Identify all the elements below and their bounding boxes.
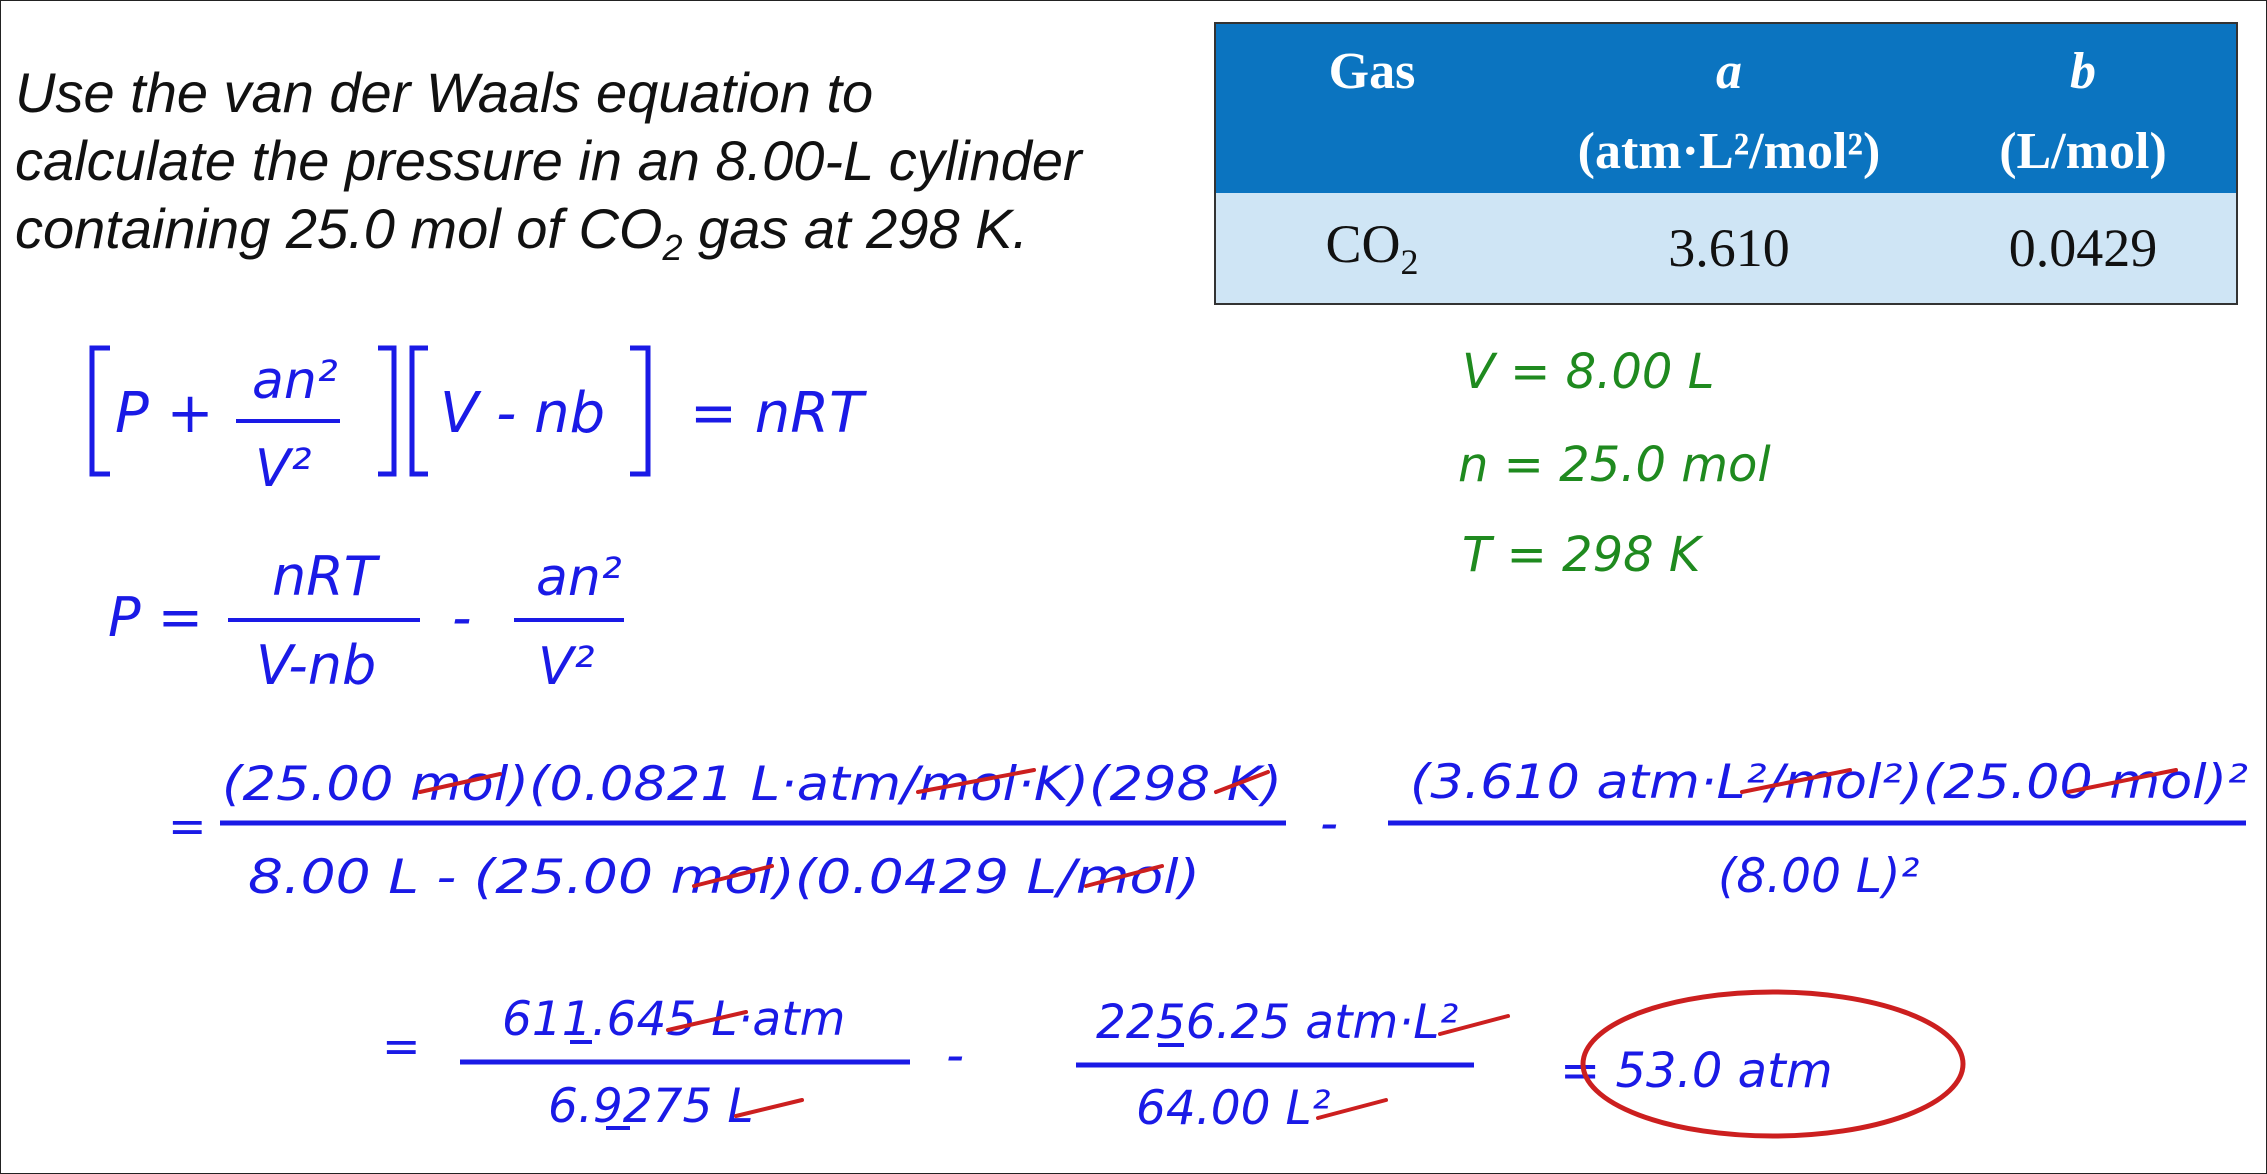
rearranged-equation: P = nRT V-nb - an² V²: [108, 545, 624, 697]
left-bracket-2: [409, 345, 428, 477]
header-b: b (L/mol): [1930, 23, 2237, 193]
numerator-1: (25.00 mol)(0.0821 L·atm/mol·K)(298 K): [222, 757, 1282, 812]
given-values: V = 8.00 L n = 25.0 mol T = 298 K: [1458, 344, 1771, 583]
header-gas: Gas: [1215, 23, 1528, 193]
P-equals: P =: [108, 586, 203, 649]
cancel-mol-K: [916, 768, 1036, 794]
denominator-2: (8.00 L)²: [1718, 849, 1919, 904]
table-row: CO2 3.610 0.0429: [1215, 193, 2237, 304]
vdw-equation: P + an² V² V - nb = nRT: [89, 345, 867, 499]
V-minus-nb: V - nb: [440, 381, 605, 446]
final-result: = 53.0 atm: [1560, 1043, 1833, 1099]
equals-1: =: [168, 799, 207, 853]
cancel-L-2: [734, 1098, 804, 1118]
cancel-L-1: [666, 1010, 748, 1032]
evaluation-step: = 611.645 L·atm 6.9275 L - 2256.25 atm·L…: [382, 992, 1833, 1136]
left-bracket-1: [89, 345, 110, 477]
cell-a: 3.610: [1528, 193, 1930, 304]
van-der-waals-constants-table: Gas a (atm·L²/mol²) b (L/mol) CO2 3.610 0.…: [1214, 22, 2238, 305]
V2-denominator: V²: [255, 439, 312, 499]
an2-numerator-2: an²: [536, 548, 622, 608]
minus-2: -: [946, 1026, 964, 1084]
V2-denominator-2: V²: [538, 637, 595, 697]
given-V: V = 8.00 L: [1462, 344, 1714, 400]
denominator-4: 64.00 L²: [1136, 1081, 1331, 1136]
problem-line-3: containing 25.0 mol of CO2 gas at 298 K.: [15, 197, 1029, 269]
cancel-mol-3: [1084, 864, 1164, 888]
nRT-numerator: nRT: [272, 545, 381, 608]
given-n: n = 25.0 mol: [1458, 437, 1771, 493]
numerator-3: 611.645 L·atm: [502, 992, 845, 1047]
V-nb-denominator: V-nb: [256, 634, 376, 697]
cancel-K: [1214, 770, 1270, 794]
problem-line-1: Use the van der Waals equation to: [15, 61, 874, 124]
cancel-L2-2: [1316, 1098, 1388, 1120]
cancel-mol-sq: [2066, 768, 2178, 794]
cancel-L2-1: [1438, 1014, 1510, 1036]
cell-gas: CO2: [1215, 193, 1528, 304]
equals-nRT: = nRT: [690, 381, 867, 446]
numerator-4: 2256.25 atm·L²: [1096, 995, 1458, 1050]
minus-1: -: [1320, 794, 1338, 852]
cancel-mol2: [1740, 768, 1852, 794]
an2-numerator: an²: [252, 351, 338, 411]
equals-2: =: [382, 1019, 421, 1073]
given-T: T = 298 K: [1462, 527, 1704, 583]
denominator-3: 6.9275 L: [548, 1079, 754, 1134]
right-bracket-2: [630, 345, 651, 477]
right-bracket-1: [378, 345, 397, 477]
cancel-mol-1: [418, 772, 502, 794]
cancel-mol-2: [692, 864, 774, 888]
table-header-row: Gas a (atm·L²/mol²) b (L/mol): [1215, 23, 2237, 193]
unit-cancellations: [418, 768, 2178, 1120]
P-plus: P +: [115, 381, 214, 446]
answer-circle: [1580, 989, 1966, 1139]
cell-b: 0.0429: [1930, 193, 2237, 304]
problem-statement: Use the van der Waals equation to calcul…: [15, 59, 1195, 282]
sig-fig-underlines: [570, 1040, 1184, 1130]
header-a: a (atm·L²/mol²): [1528, 23, 1930, 193]
problem-line-2: calculate the pressure in an 8.00-L cyli…: [15, 129, 1082, 192]
minus-sign: -: [452, 586, 472, 649]
